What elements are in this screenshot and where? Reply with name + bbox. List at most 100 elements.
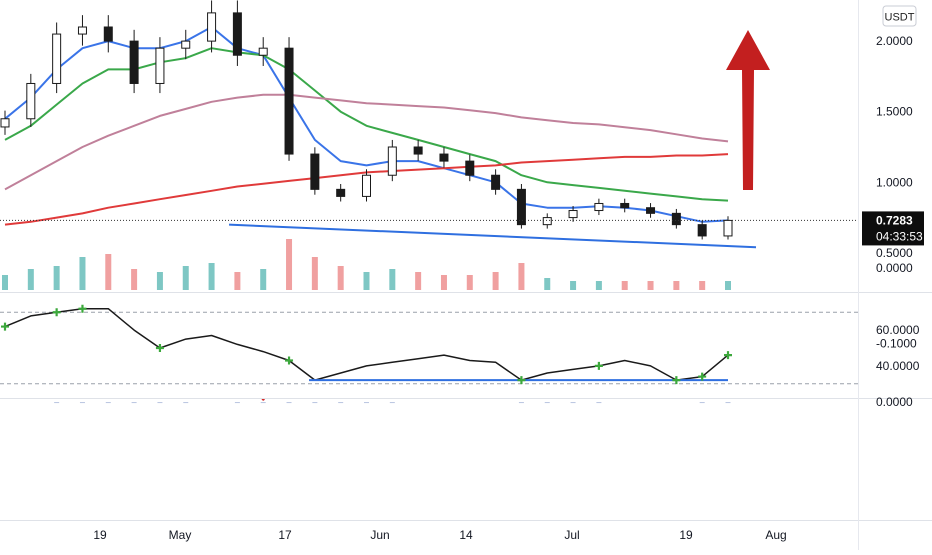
volume-bar [673,281,680,290]
axis-marks: USDT2.00001.50001.00000.50000.00000.7283… [93,5,924,542]
candle [52,22,62,94]
candle [594,198,604,216]
candle-body [155,47,165,84]
candle-body [362,174,371,197]
macd-histogram-bar [364,402,369,404]
candle-body [336,188,346,197]
candle-body [77,26,87,35]
macd-histogram-bar [286,402,292,404]
candle-body [103,26,113,42]
candle-body [568,210,578,219]
price-tick-label: 2.0000 [876,34,913,48]
signal-marker [78,304,87,313]
volume-bar [182,266,189,290]
candle [413,139,423,161]
candle [77,15,87,46]
volume-bar [363,272,370,290]
macd-line-segment [418,338,444,353]
price-marks [0,0,858,249]
macd-signal-line [289,250,728,378]
macd-histogram-bar [312,402,318,404]
candle-body [0,118,10,128]
macd-tick-label: 0.0000 [876,395,913,409]
signal-marker [698,372,707,381]
currency-label: USDT [885,12,915,24]
candle [26,73,36,127]
macd-histogram-bar [596,402,602,404]
candle [284,37,294,161]
support-trendline [228,223,757,249]
last-price-tag [862,211,924,246]
candle [465,154,475,182]
macd-histogram-bar [338,402,344,404]
macd-line-segment [315,226,341,255]
volume-bar [260,269,267,290]
macd-histogram-bar [54,402,60,404]
candle-body [697,224,707,237]
candle [207,0,217,53]
time-tick-label: 19 [679,528,693,542]
signal-marker [155,344,164,352]
moving-average-line [4,47,729,202]
macd-line-segment [289,256,315,344]
macd-line-segment [521,349,547,361]
candle-body [232,12,242,56]
volume-bar [518,263,525,290]
time-tick-label: 19 [93,528,107,542]
volume-bar [570,281,577,290]
candle-body [465,160,475,176]
candle-body [258,47,268,56]
candle-body [594,202,604,212]
moving-average-line [4,93,729,191]
time-tick-label: May [169,528,192,542]
volume-bar [440,275,447,290]
macd-line-segment [496,346,522,349]
candle-body [52,33,62,84]
volume-bar [156,272,163,290]
candle [258,37,268,66]
time-tick-label: Jun [370,528,389,542]
candle [310,147,320,195]
macd-line-segment [547,361,573,367]
signal-marker [285,356,294,365]
candle [232,0,242,66]
macd-line-segment [676,373,702,376]
candle-body [723,219,733,237]
candle-body [491,174,501,190]
macd-histogram-bar [131,402,137,404]
last-price-label: 0.7283 [876,213,913,227]
volume-bar [2,275,8,290]
volume-bar [595,281,602,290]
volume-bar [27,269,34,290]
candle-body [671,212,681,226]
oscillator-tick-label: 60.0000 [876,323,920,337]
macd-histogram-bar [183,402,189,404]
volume-bar [79,257,86,290]
macd-histogram-bar [157,402,163,404]
candle-body [207,12,217,42]
oscillator-marks [0,304,858,385]
volume-bar [466,275,473,290]
macd-line-segment [367,285,393,320]
oscillator-line [4,307,729,381]
macd-line-segment [341,226,367,285]
candle-body [516,188,526,226]
signal-marker [517,376,526,385]
volume-bar [105,254,112,290]
candle [697,220,707,240]
candle [491,169,501,195]
time-tick-label: Aug [765,528,786,542]
candle [671,208,681,229]
price-tick-label: 0.0000 [876,261,913,275]
candle [0,110,10,135]
volume-marks [2,239,731,290]
macd-histogram-bar [699,402,705,404]
signal-marker [52,308,61,317]
price-tick-label: 1.5000 [876,105,913,119]
macd-line-segment [261,399,265,401]
candle [646,203,656,218]
macd-histogram-bar [260,402,266,404]
candle-body [26,82,36,120]
